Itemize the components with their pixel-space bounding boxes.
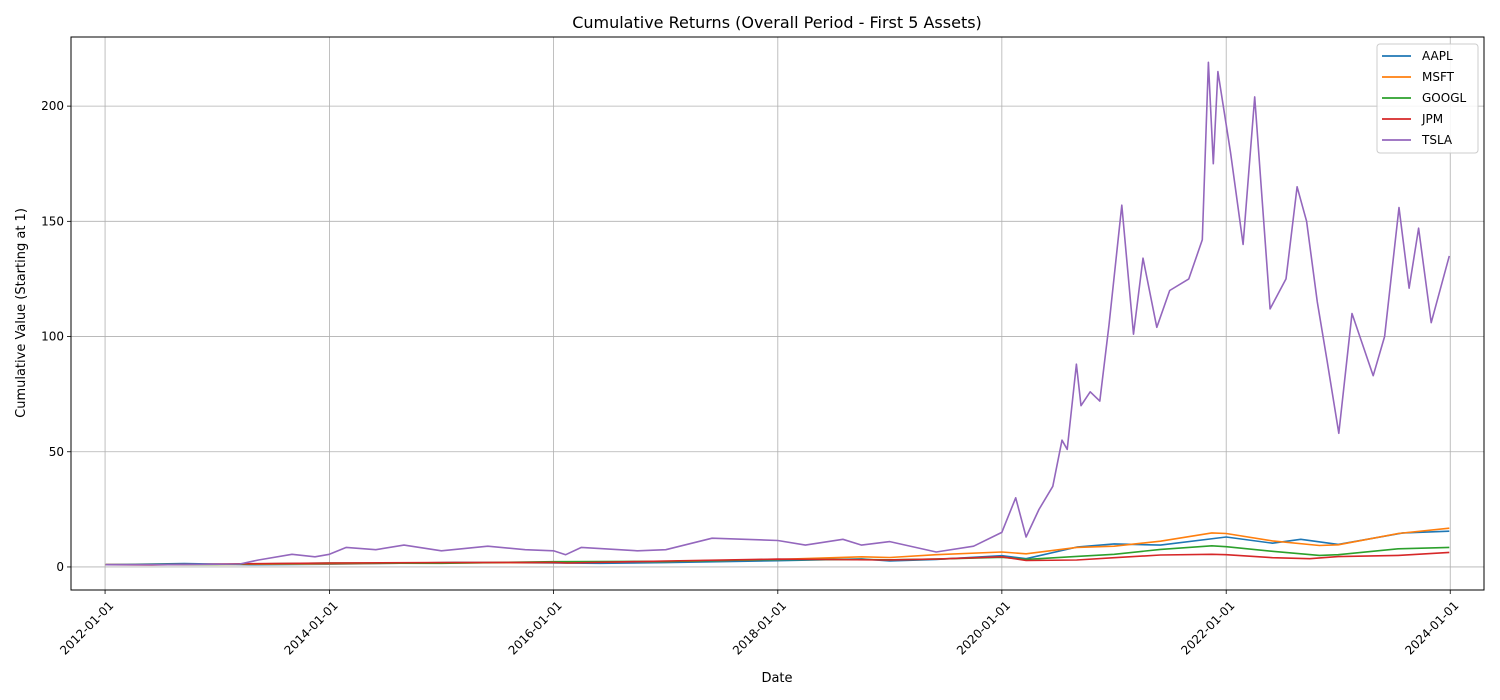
legend-label-jpm: JPM	[1421, 112, 1443, 126]
y-tick-label: 100	[41, 330, 64, 344]
y-axis-label: Cumulative Value (Starting at 1)	[14, 208, 29, 418]
legend: AAPL MSFT GOOGL JPM TSLA	[1376, 43, 1479, 154]
legend-label-googl: GOOGL	[1422, 91, 1466, 105]
y-tick-label: 50	[49, 445, 64, 459]
y-tick-label: 0	[56, 560, 64, 574]
x-tick-label: 2014-01-01	[282, 598, 341, 657]
y-tick-label: 150	[41, 214, 64, 228]
x-tick-label: 2018-01-01	[730, 598, 789, 657]
x-tick-label: 2020-01-01	[954, 598, 1013, 657]
x-tick-label: 2022-01-01	[1178, 598, 1237, 657]
x-axis-label: Date	[761, 671, 792, 686]
x-tick-label: 2012-01-01	[57, 598, 116, 657]
chart-title: Cumulative Returns (Overall Period - Fir…	[572, 13, 982, 32]
y-tick-label: 200	[41, 99, 64, 113]
legend-label-msft: MSFT	[1422, 70, 1455, 84]
series-line-tsla	[105, 61, 1451, 566]
x-tick-label: 2024-01-01	[1402, 598, 1461, 657]
legend-label-aapl: AAPL	[1422, 49, 1453, 63]
grid	[71, 37, 1484, 590]
legend-box	[1376, 43, 1479, 154]
x-axis-ticks: 2012-01-01 2014-01-01 2016-01-01 2018-01-01…	[57, 590, 1462, 658]
legend-label-tsla: TSLA	[1421, 133, 1453, 147]
y-axis-ticks: 0 50 100 150 200	[41, 99, 71, 574]
series-lines	[105, 61, 1451, 566]
series-line-jpm	[105, 551, 1450, 566]
x-tick-label: 2016-01-01	[506, 598, 565, 657]
